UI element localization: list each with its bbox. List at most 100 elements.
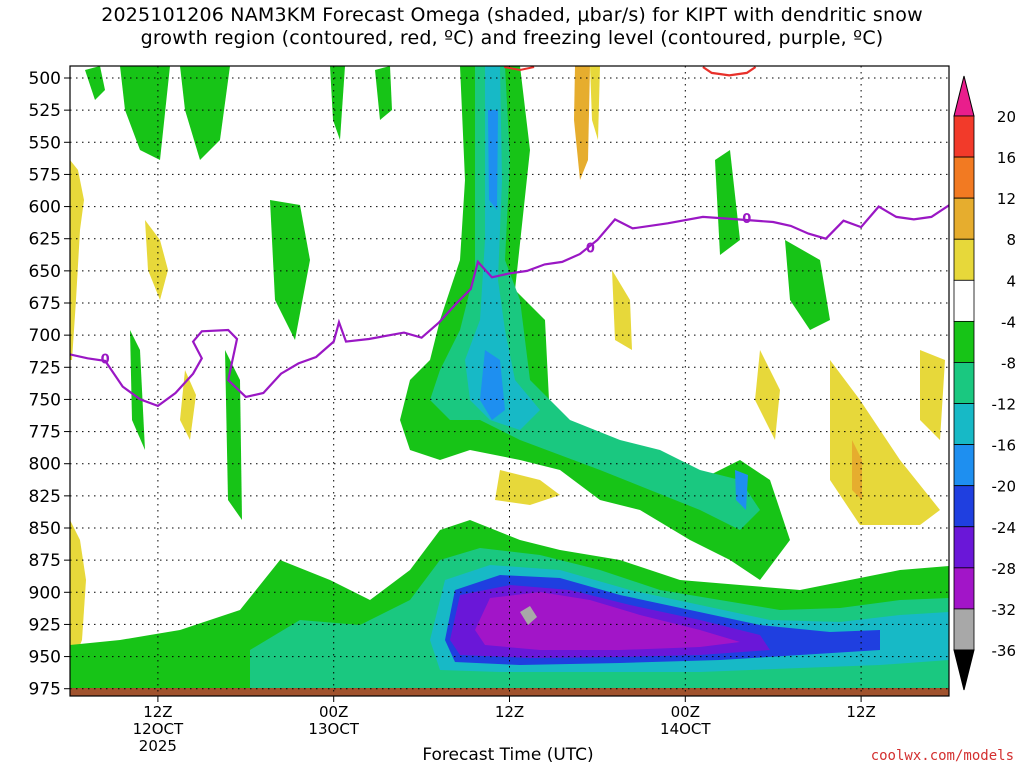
colorbar-label: -28 <box>992 560 1017 578</box>
colorbar-label: -16 <box>992 437 1017 455</box>
shade-green-j <box>715 150 740 255</box>
y-axis: 500 525 550 575 600 625 650 675 700 725 750 775 800 8… <box>29 69 70 700</box>
y-tick-label: 750 <box>29 390 61 410</box>
colorbar-band <box>953 608 975 651</box>
x-tick-label: 12OCT <box>133 720 184 738</box>
shade-green-a <box>85 66 105 100</box>
shade-positive-j <box>574 66 590 180</box>
y-tick-label: 775 <box>29 423 61 443</box>
colorbar-band <box>953 320 975 363</box>
colorbar-band <box>953 115 975 158</box>
shade-green-h <box>225 350 242 520</box>
shade-gray-core <box>520 606 537 625</box>
colorbar-label: 20 <box>997 108 1016 126</box>
dgz-line <box>702 66 757 77</box>
y-tick-label: 650 <box>29 262 61 282</box>
x-tick-label: 2025 <box>139 737 177 755</box>
shade-positive-k <box>590 66 600 140</box>
y-tick-label: 950 <box>29 648 61 668</box>
freezing-level-label: 0 <box>101 352 110 367</box>
colorbar-band <box>953 197 975 240</box>
colorbar-band <box>953 362 975 404</box>
colorbar-label: 4 <box>1006 272 1016 290</box>
y-tick-label: 900 <box>29 583 61 603</box>
shade-positive-left <box>70 160 84 360</box>
y-tick-label: 575 <box>29 165 61 185</box>
freezing-level-label: 0 <box>586 242 595 257</box>
shade-green-i <box>785 240 830 330</box>
x-tick-label: 14OCT <box>660 720 711 738</box>
shade-blue-cell <box>480 350 505 420</box>
y-tick-label: 625 <box>29 230 61 250</box>
shade-green-c <box>180 66 230 160</box>
shade-blue-cell-2 <box>488 110 498 210</box>
colorbar-label: -24 <box>992 519 1017 537</box>
y-tick-label: 675 <box>29 294 61 314</box>
x-tick-label: 00Z <box>671 703 700 721</box>
colorbar-label: 16 <box>997 149 1016 167</box>
colorbar-band <box>953 526 975 569</box>
y-tick-label: 550 <box>29 133 61 153</box>
colorbar-band <box>953 444 975 487</box>
y-tick-label: 600 <box>29 198 61 218</box>
y-tick-label: 875 <box>29 551 61 571</box>
shade-positive-c <box>180 370 196 440</box>
shade-positive-d <box>495 470 560 505</box>
site-credit: coolwx.com/models <box>870 748 1014 764</box>
shade-blue-cell-3 <box>735 470 748 510</box>
colorbar-band <box>953 156 975 199</box>
x-tick-label: 00Z <box>319 703 348 721</box>
y-tick-label: 850 <box>29 519 61 539</box>
y-tick-label: 975 <box>29 680 61 700</box>
colorbar-bottom-arrow <box>953 649 975 691</box>
y-tick-label: 525 <box>29 101 61 121</box>
shade-positive-f <box>852 440 862 500</box>
shade-positive-g <box>920 350 945 440</box>
shade-green-b <box>120 66 170 160</box>
shade-positive-h <box>755 350 780 440</box>
omega-shading <box>70 66 949 696</box>
colorbar-label: 12 <box>997 190 1016 208</box>
freezing-level-contour: 0 0 0 <box>70 204 949 408</box>
y-tick-label: 925 <box>29 615 61 635</box>
y-tick-label: 825 <box>29 487 61 507</box>
colorbar-label: -36 <box>992 642 1017 660</box>
colorbar-band <box>953 279 975 322</box>
colorbar-band <box>953 485 975 528</box>
colorbar-label: -8 <box>1001 354 1016 372</box>
colorbar-band <box>953 238 975 281</box>
freezing-level-label: 0 <box>742 212 751 227</box>
x-axis-title: Forecast Time (UTC) <box>422 745 594 765</box>
x-tick-label: 13OCT <box>308 720 359 738</box>
chart-title: 2025101206 NAM3KM Forecast Omega (shaded… <box>0 4 1024 50</box>
shade-green-f <box>375 66 392 120</box>
shade-positive-i <box>612 270 632 350</box>
title-line-2: growth region (contoured, red, ºC) and f… <box>140 27 884 49</box>
grid-lines <box>70 66 949 696</box>
y-tick-label: 700 <box>29 326 61 346</box>
shade-positive-b <box>145 220 168 300</box>
colorbar-top-arrow <box>953 75 975 117</box>
x-tick-label: 12Z <box>846 703 875 721</box>
y-tick-label: 725 <box>29 358 61 378</box>
x-axis-title-wrap: Forecast Time (UTC) <box>0 745 1024 765</box>
colorbar: 20 16 12 8 4 -4 -8 -12 -16 -20 -24 -28 -32 -36 <box>953 75 1017 691</box>
colorbar-band <box>953 403 975 446</box>
shade-positive-left-2 <box>70 520 86 660</box>
x-tick-label: 12Z <box>495 703 524 721</box>
title-line-1: 2025101206 NAM3KM Forecast Omega (shaded… <box>101 4 923 26</box>
colorbar-label: -12 <box>992 396 1017 414</box>
colorbar-label: 8 <box>1006 231 1016 249</box>
freezing-level-line <box>70 204 949 408</box>
shade-green-d <box>270 200 310 340</box>
colorbar-label: -4 <box>1001 313 1016 331</box>
shade-purple-low <box>475 592 740 650</box>
colorbar-label: -32 <box>992 601 1017 619</box>
x-tick-label: 12Z <box>143 703 172 721</box>
y-tick-label: 500 <box>29 69 61 89</box>
colorbar-band <box>953 567 975 610</box>
ground-strip <box>70 688 949 696</box>
dgz-line-2 <box>504 66 535 72</box>
